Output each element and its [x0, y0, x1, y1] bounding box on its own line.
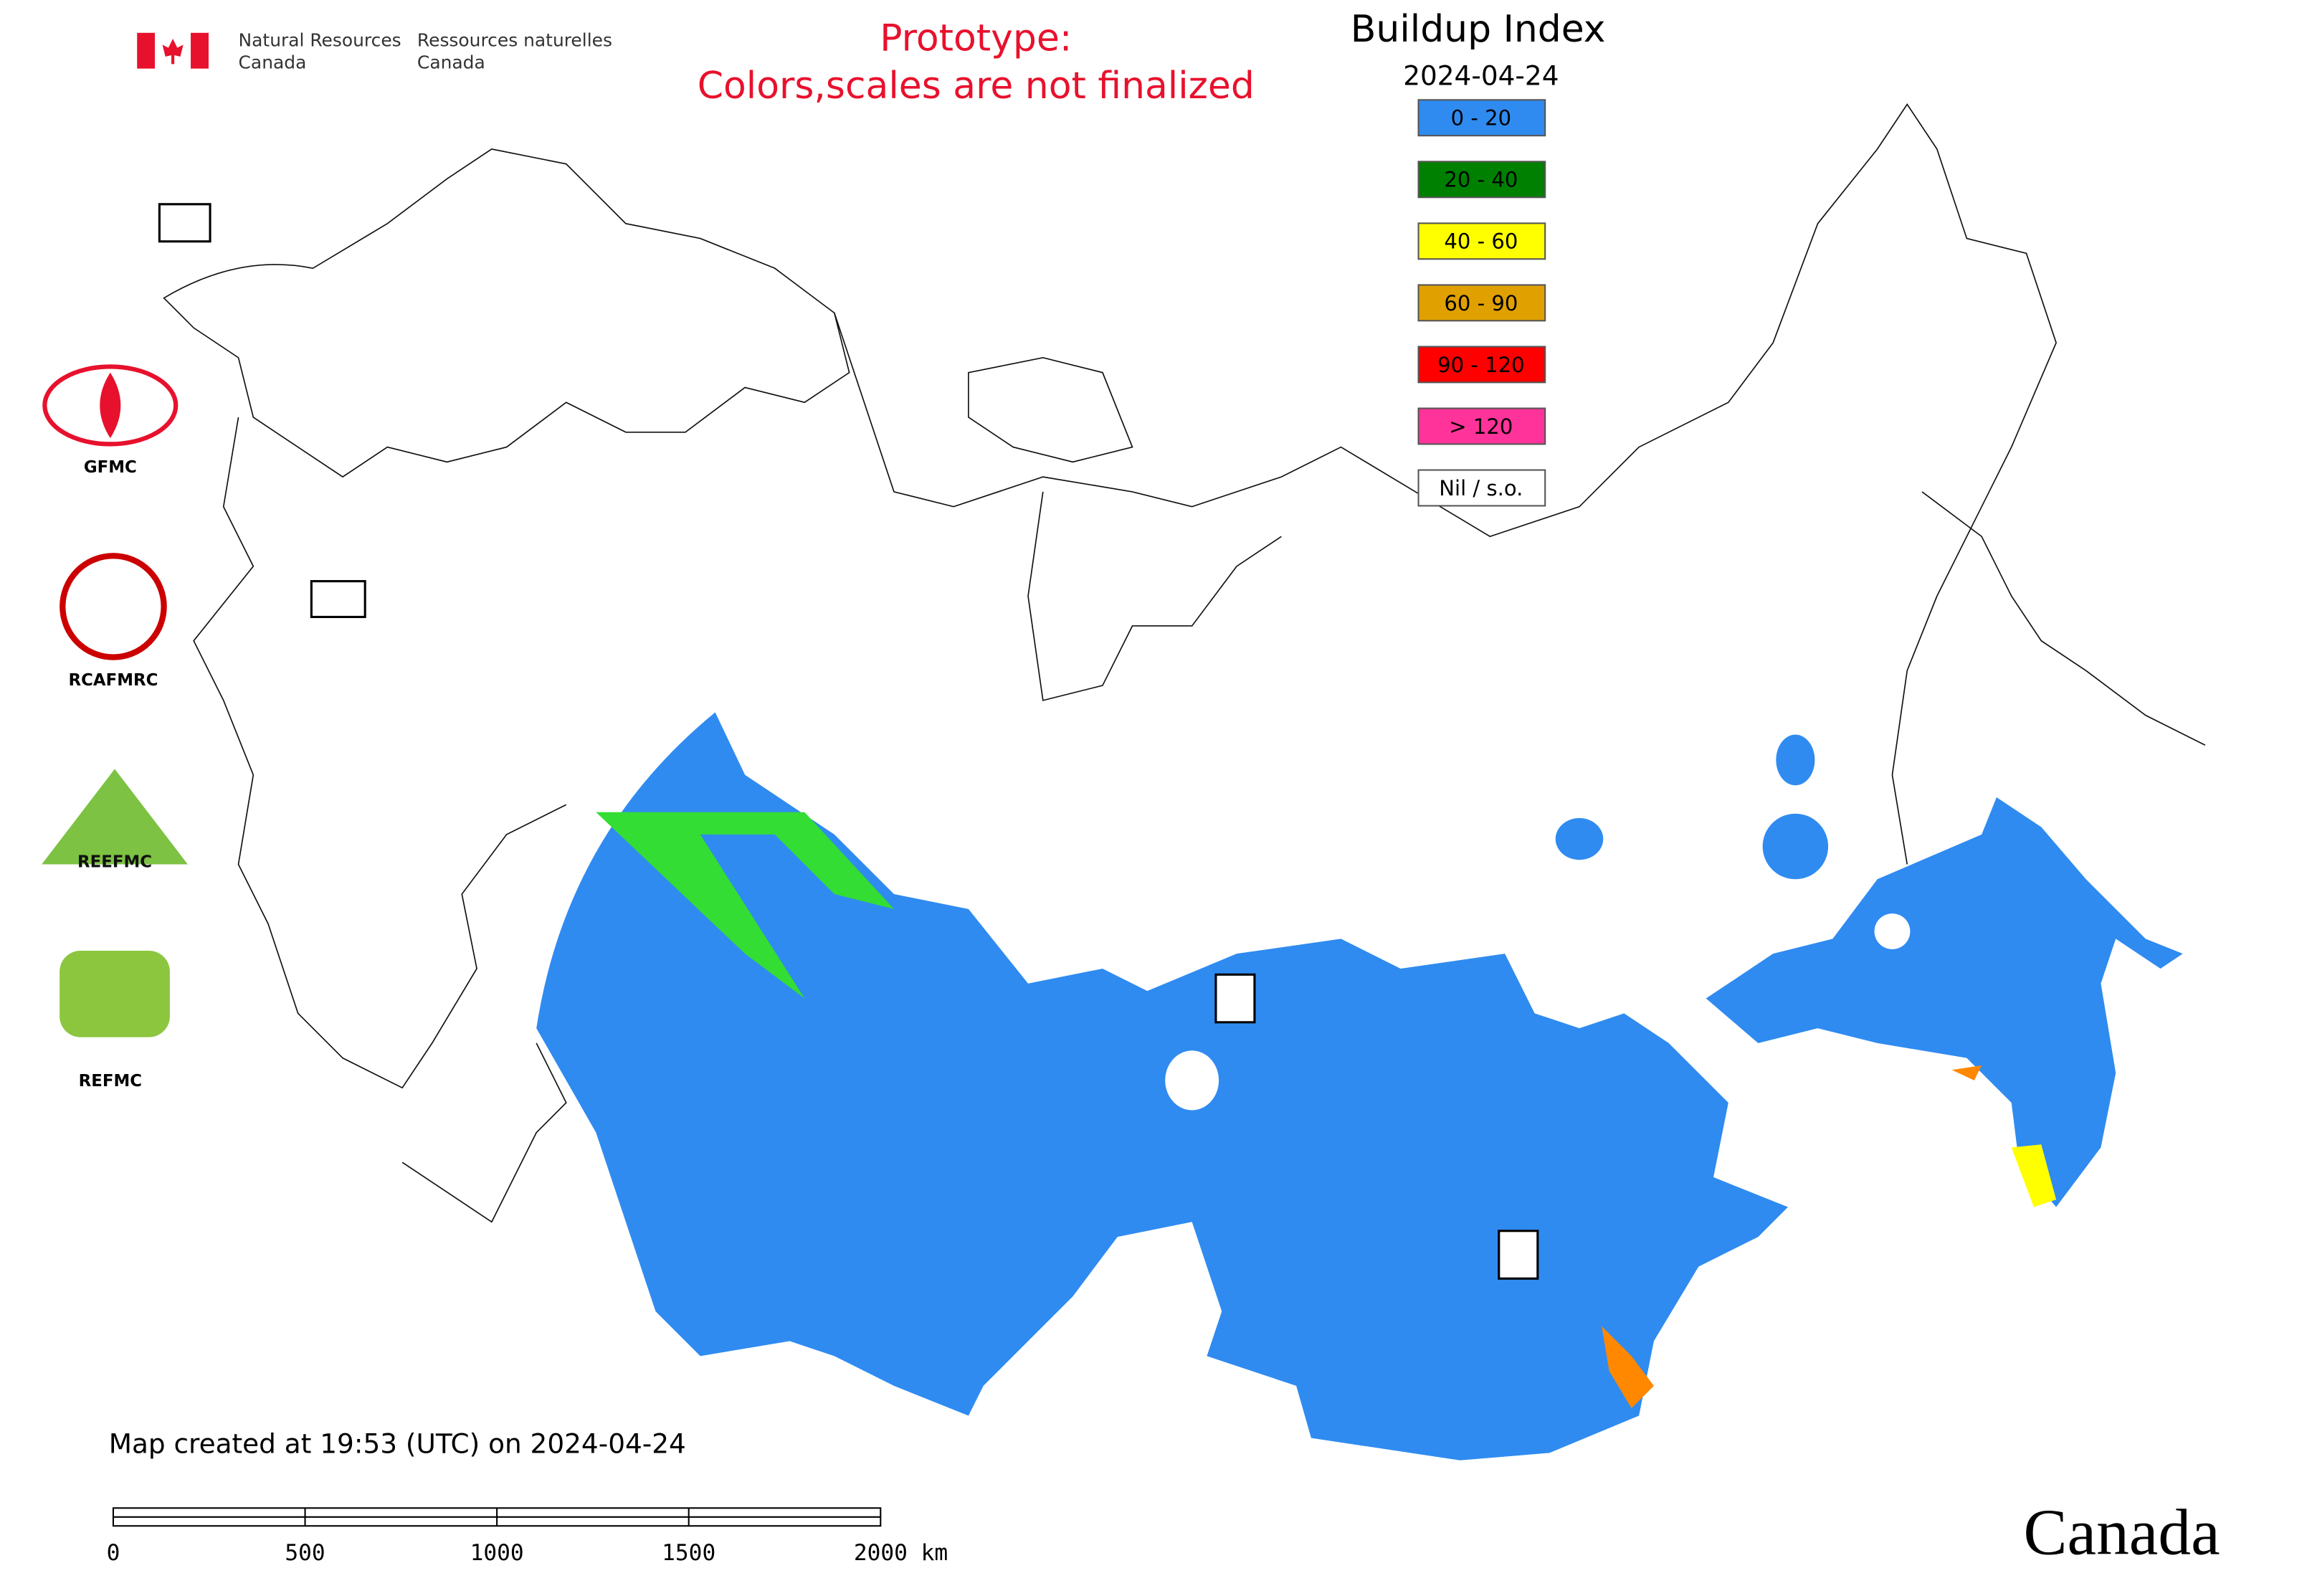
lake	[1874, 913, 1911, 949]
maple-leaf	[162, 39, 184, 65]
legend-label: 20 - 40	[1444, 168, 1518, 192]
flag-bar	[137, 32, 156, 69]
legend-label: 40 - 60	[1444, 229, 1518, 254]
scale-label: 2000 km	[854, 1540, 948, 1566]
legend-label: Nil / s.o.	[1439, 476, 1523, 500]
logo-rcafmrc	[60, 553, 167, 660]
lake	[1165, 1050, 1219, 1111]
bui-area-orange	[1602, 1326, 1654, 1409]
logo-label: GFMC	[84, 458, 137, 477]
legend-swatch	[1417, 407, 1546, 445]
legend-swatch	[1417, 469, 1546, 507]
notice: Colors,scales are not finalized	[698, 65, 1255, 108]
logo-label: REEFMC	[77, 853, 152, 872]
bui-raster	[536, 712, 2183, 1460]
scale-label: 1000	[470, 1540, 524, 1566]
legend-label: > 120	[1449, 414, 1513, 439]
legend-swatch	[1417, 99, 1546, 137]
marker	[1214, 973, 1256, 1024]
bui-area-east	[1706, 797, 2183, 1207]
legend: 0 - 20 20 - 40 40 - 60 60 - 90 90 - 120 > 120…	[1417, 99, 1546, 507]
scale-label: 1500	[662, 1540, 715, 1566]
bui-area-green	[596, 812, 894, 999]
country-outlines	[163, 103, 2206, 1223]
department-fr: Ressources naturelles	[417, 29, 612, 50]
bui-area-orange	[1951, 1065, 1982, 1080]
logos: GFMC RCAFMRC REEFMC REFMC	[42, 364, 188, 1091]
logo-reefmc	[42, 769, 188, 865]
notice: Prototype:	[880, 17, 1072, 60]
bui-area-west	[536, 712, 1788, 1460]
logo-label: REFMC	[79, 1072, 142, 1091]
centre-markers	[158, 203, 1539, 1280]
bui-area-yellow	[2011, 1144, 2057, 1207]
bui-area-island	[1555, 818, 1604, 860]
legend-swatch	[1417, 222, 1546, 260]
bui-area-island	[1776, 734, 1815, 786]
marker	[1498, 1230, 1539, 1280]
logo-refmc	[60, 951, 170, 1037]
scale-bar: 0 500 1000 1500 2000 km	[107, 1507, 948, 1566]
legend-label: 90 - 120	[1437, 353, 1524, 377]
department-en: Canada	[239, 52, 307, 73]
legend-label: 0 - 20	[1451, 106, 1511, 130]
department-fr: Canada	[417, 52, 485, 73]
canada-signature: Natural Resources Canada Ressources natu…	[137, 29, 612, 73]
created-note: Map created at 19:53 (UTC) on 2024-04-24	[109, 1428, 686, 1459]
marker	[310, 580, 366, 619]
department-en: Natural Resources	[239, 29, 401, 50]
legend-label: 60 - 90	[1444, 291, 1518, 315]
scale-label: 0	[107, 1540, 120, 1566]
legend-swatch	[1417, 161, 1546, 199]
map-date: 2024-04-24	[1403, 60, 1559, 92]
marker	[158, 203, 211, 243]
canada-wordmark: Canada	[2024, 1496, 2220, 1569]
bui-area-island	[1762, 813, 1829, 880]
flag-bar	[191, 32, 209, 69]
map-title: Buildup Index	[1351, 8, 1606, 51]
logo-gfmc	[42, 364, 179, 447]
scale-label: 500	[285, 1540, 325, 1566]
legend-swatch	[1417, 346, 1546, 384]
logo-gfmc-flame	[100, 372, 121, 439]
logo-label: RCAFMRC	[69, 671, 158, 690]
legend-swatch	[1417, 284, 1546, 322]
